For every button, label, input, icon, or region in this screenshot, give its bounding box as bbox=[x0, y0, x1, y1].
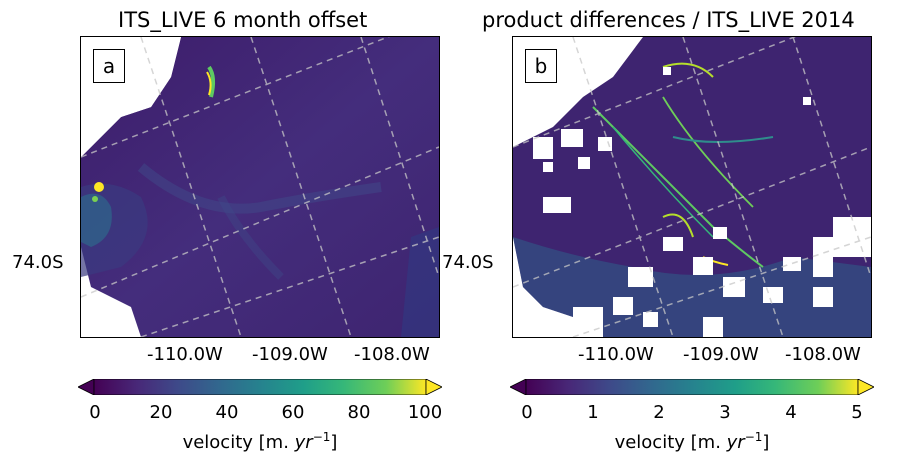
panel-a-map: a bbox=[80, 36, 440, 338]
colorbar-a-tick-3: 60 bbox=[281, 402, 305, 423]
colorbar-a-tick-5: 100 bbox=[407, 402, 443, 423]
panel-b-lon-tick-2: -109.0W bbox=[683, 344, 759, 365]
colorbar-a-label: velocity [m. yr−1] bbox=[182, 430, 338, 453]
colorbar-b-tick-5: 5 bbox=[851, 402, 863, 423]
colorbar-a bbox=[78, 379, 442, 395]
colorbar-b bbox=[510, 379, 874, 395]
colorbar-b-tick-4: 4 bbox=[785, 402, 797, 423]
colorbar-b-tick-1: 1 bbox=[587, 402, 599, 423]
colorbar-a-tick-2: 40 bbox=[215, 402, 239, 423]
panel-a-lon-tick-3: -108.0W bbox=[354, 344, 430, 365]
panel-a-lat-tick: 74.0S bbox=[12, 252, 64, 273]
velocity-map-a bbox=[81, 37, 439, 337]
panel-a-lon-tick-2: -109.0W bbox=[252, 344, 328, 365]
panel-b-title: product differences / ITS_LIVE 2014 bbox=[482, 8, 855, 32]
panel-b-map: b bbox=[512, 36, 872, 338]
colorbar-a-tick-0: 0 bbox=[89, 402, 101, 423]
colorbar-b-label: velocity [m. yr−1] bbox=[614, 430, 770, 453]
panel-b-lon-tick-1: -110.0W bbox=[578, 344, 654, 365]
panel-b-label: b bbox=[525, 49, 557, 83]
panel-a-title: ITS_LIVE 6 month offset bbox=[118, 8, 368, 32]
colorbar-a-tick-1: 20 bbox=[149, 402, 173, 423]
colorbar-a-tick-4: 80 bbox=[347, 402, 371, 423]
panel-b-lat-tick: 74.0S bbox=[442, 252, 494, 273]
colorbar-b-tick-3: 3 bbox=[719, 402, 731, 423]
colorbar-b-tick-0: 0 bbox=[521, 402, 533, 423]
panel-a-label: a bbox=[93, 49, 125, 83]
panel-a-lon-tick-1: -110.0W bbox=[147, 344, 223, 365]
colorbar-b-tick-2: 2 bbox=[653, 402, 665, 423]
panel-b-lon-tick-3: -108.0W bbox=[785, 344, 861, 365]
velocity-map-b bbox=[513, 37, 871, 337]
